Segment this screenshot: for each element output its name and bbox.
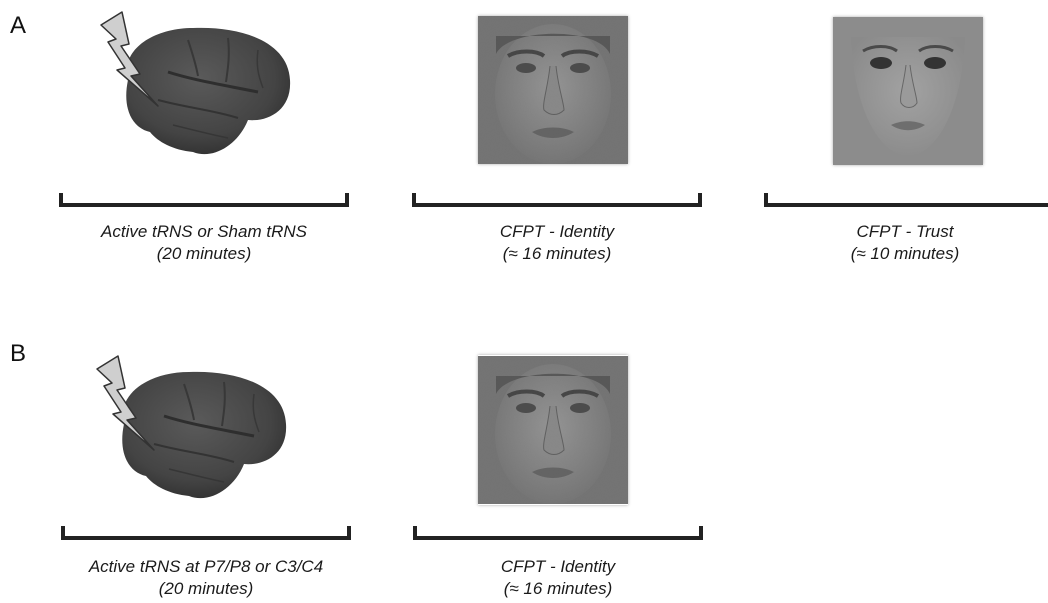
timeline-bracket — [764, 193, 1048, 207]
brain-stimulation-icon — [98, 10, 298, 160]
stage-caption-line1: CFPT - Identity — [499, 222, 615, 241]
stage-caption-line1: Active tRNS or Sham tRNS — [101, 222, 307, 241]
stage-caption: CFPT - Identity (≈ 16 minutes) — [407, 221, 707, 265]
male-face-icon — [478, 16, 628, 164]
stage-caption-line1: Active tRNS at P7/P8 or C3/C4 — [88, 557, 324, 576]
stage-caption-line2: (20 minutes) — [156, 244, 252, 263]
stage-caption: CFPT - Identity (≈ 16 minutes) — [408, 556, 708, 600]
stage-caption-line1: CFPT - Trust — [856, 222, 954, 241]
timeline-bracket — [59, 193, 349, 207]
female-face-icon — [833, 17, 983, 165]
panel-letter-a: A — [10, 12, 27, 39]
stage-caption: CFPT - Trust (≈ 10 minutes) — [755, 221, 1048, 265]
stage-caption-line2: (≈ 16 minutes) — [503, 579, 613, 598]
stage-caption-line2: (≈ 16 minutes) — [502, 244, 612, 263]
timeline-bracket — [412, 193, 702, 207]
stage-caption-line2: (20 minutes) — [158, 579, 254, 598]
stage-caption-line2: (≈ 10 minutes) — [850, 244, 960, 263]
brain-stimulation-icon — [94, 354, 294, 504]
stage-caption-line1: CFPT - Identity — [500, 557, 616, 576]
male-face-icon — [478, 355, 628, 505]
stage-caption: Active tRNS at P7/P8 or C3/C4 (20 minute… — [56, 556, 356, 600]
panel-letter-b: B — [10, 340, 27, 367]
stage-caption: Active tRNS or Sham tRNS (20 minutes) — [54, 221, 354, 265]
timeline-bracket — [413, 526, 703, 540]
timeline-bracket — [61, 526, 351, 540]
